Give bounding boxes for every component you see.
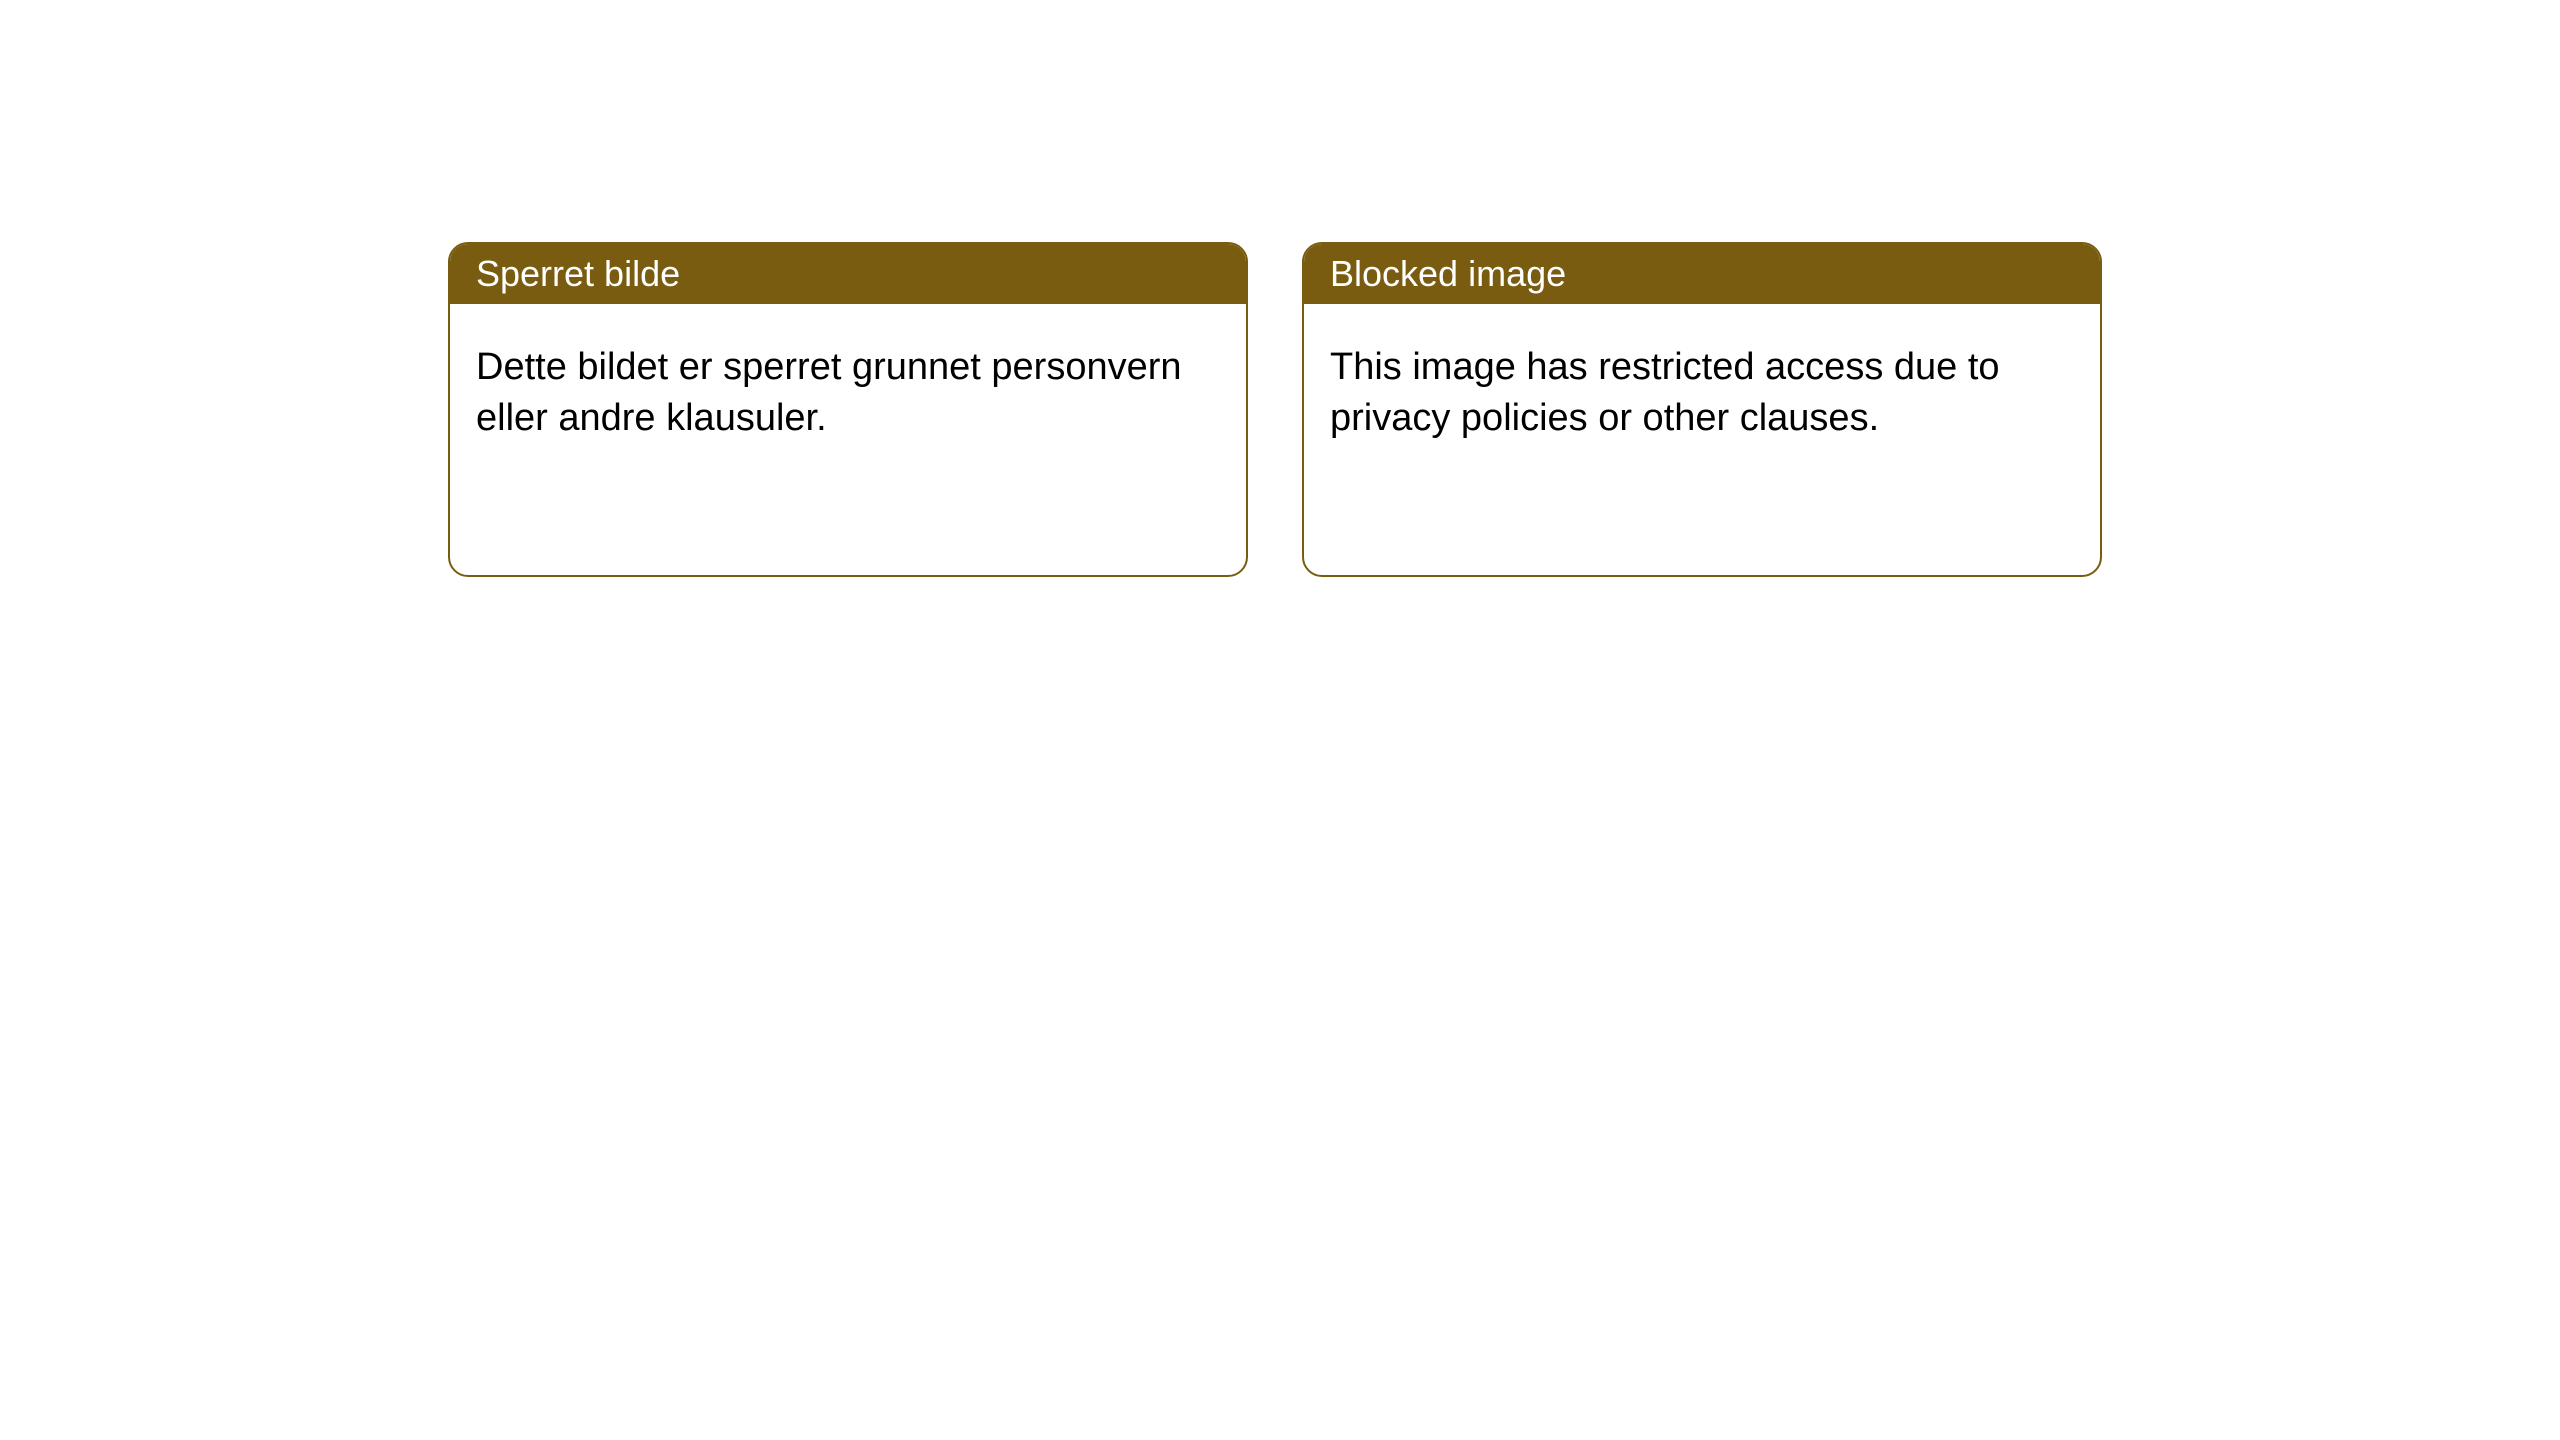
notice-title-norwegian: Sperret bilde	[476, 253, 680, 295]
notice-text-norwegian: Dette bildet er sperret grunnet personve…	[476, 346, 1182, 439]
notice-header-english: Blocked image	[1304, 244, 2100, 304]
notice-header-norwegian: Sperret bilde	[450, 244, 1246, 304]
notice-body-english: This image has restricted access due to …	[1304, 304, 2100, 483]
notice-card-english: Blocked image This image has restricted …	[1302, 242, 2102, 577]
notice-body-norwegian: Dette bildet er sperret grunnet personve…	[450, 304, 1246, 483]
notice-text-english: This image has restricted access due to …	[1330, 346, 2000, 439]
notice-container: Sperret bilde Dette bildet er sperret gr…	[448, 242, 2102, 577]
notice-card-norwegian: Sperret bilde Dette bildet er sperret gr…	[448, 242, 1248, 577]
notice-title-english: Blocked image	[1330, 253, 1566, 295]
